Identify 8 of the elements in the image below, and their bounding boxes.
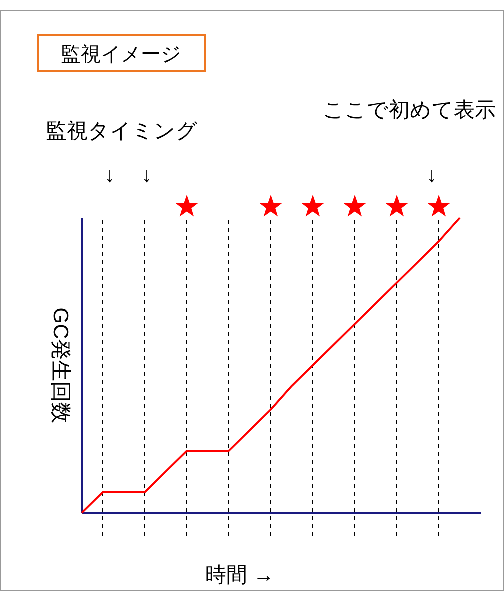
text: 監視タイミング [46, 120, 198, 143]
text: ↓ [104, 164, 116, 187]
text: ここで初めて表示 [323, 99, 496, 122]
y-axis-title: GC発生回数 [49, 308, 72, 424]
chart-title: 監視イメージ [61, 44, 181, 66]
text: ↓ [426, 164, 438, 187]
x-axis-title: 時間 → [206, 564, 274, 587]
text: ↓ [142, 164, 152, 187]
